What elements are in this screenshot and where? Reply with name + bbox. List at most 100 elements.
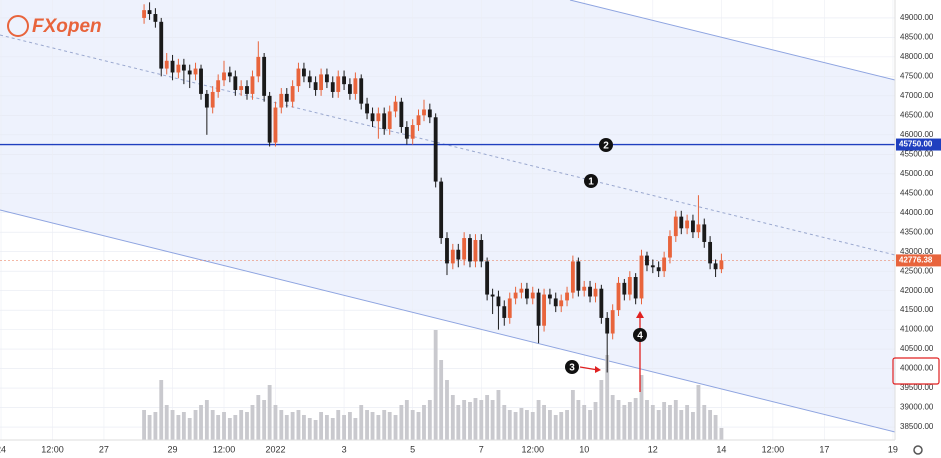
volume-bar — [193, 410, 198, 440]
candle-body — [593, 288, 598, 297]
candle-body — [250, 76, 255, 94]
x-tick-label: 12 — [648, 444, 658, 454]
y-tick-label: 43000.00 — [900, 247, 934, 256]
volume-bar — [513, 412, 518, 440]
volume-bar — [296, 410, 301, 440]
candle-body — [365, 103, 369, 114]
volume-bar — [239, 410, 244, 440]
x-tick-label: 27 — [99, 444, 109, 454]
candle-body — [410, 125, 415, 139]
candle-body — [713, 263, 718, 270]
volume-bar — [485, 395, 490, 440]
channel-middle — [0, 34, 896, 256]
candle-body — [199, 68, 203, 94]
volume-bar — [284, 415, 289, 440]
volume-bar — [708, 410, 713, 440]
candle-body — [399, 101, 404, 128]
volume-bar — [267, 385, 272, 440]
candle-body — [570, 261, 575, 293]
logo: FXopen — [7, 15, 102, 37]
x-tick-label: 7 — [479, 444, 484, 454]
candle-body — [553, 298, 558, 307]
candle-body — [519, 288, 524, 293]
candle-body — [530, 292, 535, 299]
candle-body — [239, 86, 244, 91]
candle-body — [691, 220, 695, 233]
volume-bar — [342, 415, 346, 440]
marker-label: 1 — [588, 177, 594, 188]
volume-bar — [445, 380, 449, 440]
volume-bar — [245, 412, 249, 440]
x-tick-label: 12:00 — [41, 444, 64, 454]
candle-body — [422, 109, 426, 116]
volume-bar — [347, 412, 352, 440]
volume-bar — [685, 405, 690, 440]
candle-body — [279, 93, 284, 108]
volume-bar — [427, 400, 432, 440]
y-tick-label: 40000.00 — [900, 364, 934, 373]
settings-icon[interactable] — [913, 445, 923, 455]
volume-bar — [404, 400, 409, 440]
y-tick-label: 49000.00 — [900, 13, 934, 22]
candle-body — [245, 86, 249, 94]
candle-body — [142, 10, 146, 18]
volume-bar — [713, 415, 718, 440]
volume-bar — [668, 405, 672, 440]
candle-body — [307, 76, 312, 83]
marker-label: 3 — [569, 363, 575, 374]
candle-body — [376, 113, 381, 122]
candle-body — [290, 86, 295, 102]
candle-body — [645, 255, 649, 266]
marker — [599, 138, 613, 152]
candle-body — [582, 286, 587, 291]
candle-body — [576, 261, 581, 291]
y-tick-label: 44000.00 — [900, 208, 934, 217]
candle-body — [267, 95, 272, 143]
volume-bar — [702, 405, 707, 440]
y-tick-label: 39000.00 — [900, 403, 934, 412]
x-tick-label: 24 — [0, 444, 6, 454]
y-tick-label: 47500.00 — [900, 71, 934, 80]
volume-bar — [365, 410, 369, 440]
candle-body — [216, 80, 221, 92]
volume-bar — [559, 412, 564, 440]
volume-bar — [422, 405, 426, 440]
last-label: 42776.38 — [899, 256, 933, 265]
candle-body — [147, 10, 152, 15]
candle-body — [330, 82, 335, 92]
price-axis — [895, 0, 941, 458]
candle-body — [702, 224, 707, 242]
volume-bar — [353, 418, 358, 440]
candle-body — [439, 181, 444, 239]
logo-icon — [7, 15, 29, 37]
level-label: 45750.00 — [899, 140, 933, 149]
volume-bar — [159, 380, 164, 440]
volume-bar — [319, 412, 324, 440]
last-label-box — [896, 254, 941, 267]
volume-bar — [233, 415, 238, 440]
candle-body — [256, 56, 261, 77]
volume-bar — [376, 415, 381, 440]
volume-bar — [250, 405, 255, 440]
volume-bar — [473, 398, 478, 440]
x-tick-label: 5 — [410, 444, 415, 454]
volume-bar — [256, 395, 261, 440]
volume-bar — [519, 408, 524, 440]
volume-bar — [691, 412, 695, 440]
candle-body — [479, 240, 484, 262]
candle-body — [656, 267, 661, 272]
volume-bar — [187, 418, 192, 440]
volume-bar — [627, 402, 632, 440]
x-tick-label: 17 — [819, 444, 829, 454]
volume-bar — [610, 395, 615, 440]
volume-bar — [616, 400, 621, 440]
markers: 1 2 3 4 — [565, 138, 647, 374]
candle-body — [468, 238, 472, 262]
channel-upper — [569, 0, 896, 81]
volume-bar — [410, 410, 415, 440]
candle-body — [153, 14, 158, 22]
candle-body — [393, 101, 398, 112]
candle-body — [599, 288, 604, 318]
volume-bar — [719, 428, 724, 440]
candle-body — [193, 68, 198, 75]
